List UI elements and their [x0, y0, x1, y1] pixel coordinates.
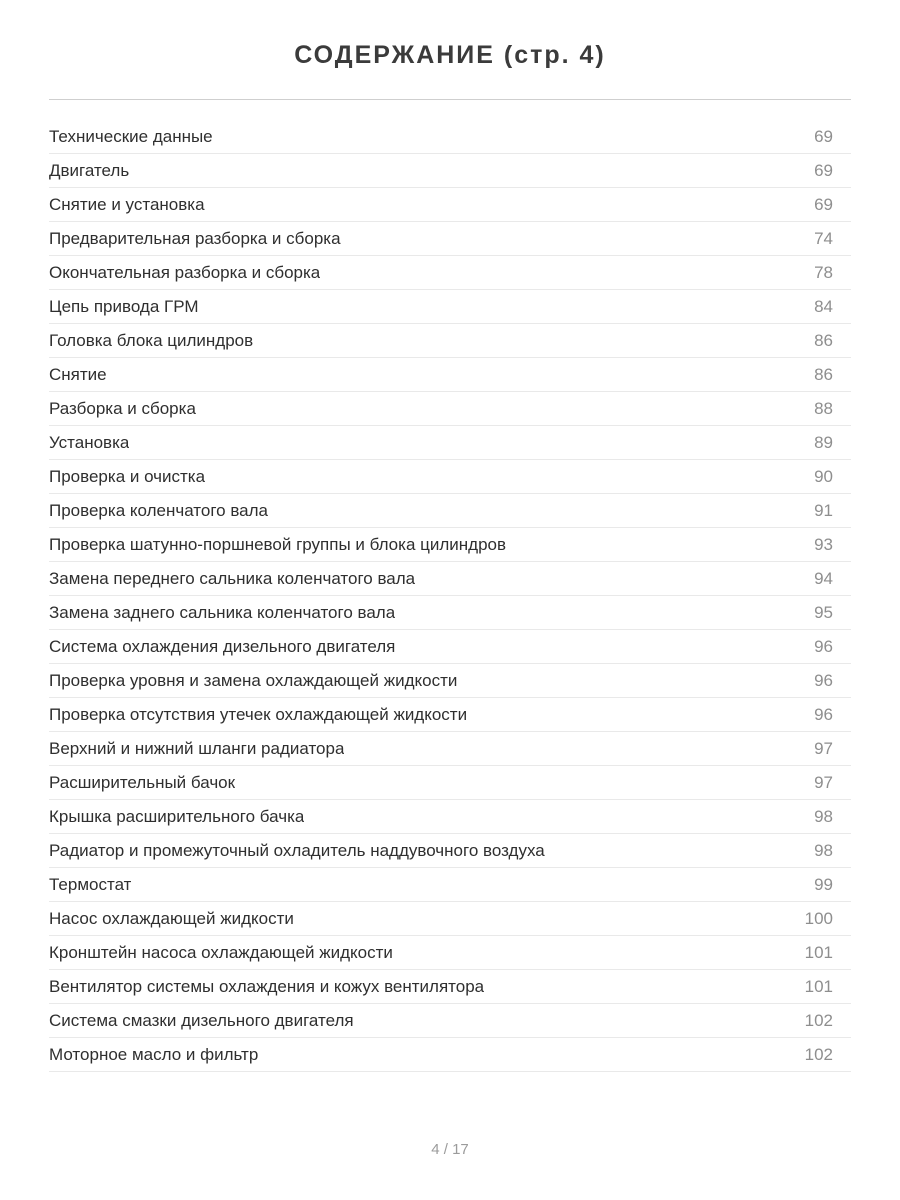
toc-entry-page: 88: [814, 398, 833, 418]
toc-entry-page: 97: [814, 772, 833, 792]
toc-entry-page: 96: [814, 704, 833, 724]
toc-row[interactable]: Разборка и сборка 88: [49, 392, 851, 426]
toc-row[interactable]: Вентилятор системы охлаждения и кожух ве…: [49, 970, 851, 1004]
toc-entry-page: 90: [814, 466, 833, 486]
toc-row[interactable]: Замена заднего сальника коленчатого вала…: [49, 596, 851, 630]
toc-list: Технические данные 69 Двигатель 69 Сняти…: [49, 120, 851, 1072]
toc-entry-label: Снятие и установка: [49, 194, 205, 214]
toc-entry-label: Радиатор и промежуточный охладитель надд…: [49, 840, 545, 860]
toc-entry-page: 96: [814, 670, 833, 690]
toc-row[interactable]: Проверка отсутствия утечек охлаждающей ж…: [49, 698, 851, 732]
toc-entry-page: 86: [814, 330, 833, 350]
toc-row[interactable]: Окончательная разборка и сборка 78: [49, 256, 851, 290]
toc-entry-page: 91: [814, 500, 833, 520]
toc-entry-label: Кронштейн насоса охлаждающей жидкости: [49, 942, 393, 962]
toc-row[interactable]: Замена переднего сальника коленчатого ва…: [49, 562, 851, 596]
toc-entry-page: 102: [804, 1044, 833, 1064]
toc-entry-page: 69: [814, 160, 833, 180]
toc-entry-label: Установка: [49, 432, 130, 452]
toc-entry-label: Предварительная разборка и сборка: [49, 228, 341, 248]
toc-row[interactable]: Проверка уровня и замена охлаждающей жид…: [49, 664, 851, 698]
toc-entry-label: Проверка шатунно-поршневой группы и блок…: [49, 534, 507, 554]
toc-entry-page: 98: [814, 806, 833, 826]
toc-entry-page: 74: [814, 228, 833, 248]
toc-entry-label: Цепь привода ГРМ: [49, 296, 199, 316]
toc-entry-label: Моторное масло и фильтр: [49, 1044, 259, 1064]
toc-row[interactable]: Проверка шатунно-поршневой группы и блок…: [49, 528, 851, 562]
toc-entry-page: 86: [814, 364, 833, 384]
toc-entry-label: Разборка и сборка: [49, 398, 196, 418]
toc-row[interactable]: Радиатор и промежуточный охладитель надд…: [49, 834, 851, 868]
toc-entry-page: 98: [814, 840, 833, 860]
toc-entry-label: Проверка коленчатого вала: [49, 500, 268, 520]
toc-entry-label: Верхний и нижний шланги радиатора: [49, 738, 345, 758]
toc-entry-page: 101: [804, 976, 833, 996]
toc-row[interactable]: Расширительный бачок 97: [49, 766, 851, 800]
toc-row[interactable]: Снятие 86: [49, 358, 851, 392]
toc-entry-label: Технические данные: [49, 126, 213, 146]
toc-entry-page: 84: [814, 296, 833, 316]
toc-row[interactable]: Двигатель 69: [49, 154, 851, 188]
toc-entry-label: Система охлаждения дизельного двигателя: [49, 636, 396, 656]
toc-entry-page: 69: [814, 194, 833, 214]
toc-entry-page: 100: [804, 908, 833, 928]
toc-row[interactable]: Термостат 99: [49, 868, 851, 902]
toc-entry-label: Двигатель: [49, 160, 130, 180]
toc-entry-page: 99: [814, 874, 833, 894]
toc-entry-label: Замена заднего сальника коленчатого вала: [49, 602, 396, 622]
toc-entry-page: 95: [814, 602, 833, 622]
toc-row[interactable]: Технические данные 69: [49, 120, 851, 154]
toc-entry-page: 94: [814, 568, 833, 588]
toc-entry-label: Замена переднего сальника коленчатого ва…: [49, 568, 416, 588]
title-divider: [49, 99, 851, 100]
page-content: СОДЕРЖАНИЕ (стр. 4) Технические данные 6…: [49, 41, 851, 1072]
toc-entry-label: Окончательная разборка и сборка: [49, 262, 321, 282]
toc-entry-label: Снятие: [49, 364, 107, 384]
toc-entry-page: 89: [814, 432, 833, 452]
toc-row[interactable]: Моторное масло и фильтр 102: [49, 1038, 851, 1072]
toc-entry-label: Головка блока цилиндров: [49, 330, 254, 350]
toc-row[interactable]: Головка блока цилиндров 86: [49, 324, 851, 358]
toc-row[interactable]: Крышка расширительного бачка 98: [49, 800, 851, 834]
toc-row[interactable]: Система охлаждения дизельного двигателя …: [49, 630, 851, 664]
toc-entry-page: 101: [804, 942, 833, 962]
toc-row[interactable]: Проверка коленчатого вала 91: [49, 494, 851, 528]
toc-row[interactable]: Снятие и установка 69: [49, 188, 851, 222]
toc-entry-label: Термостат: [49, 874, 132, 894]
toc-row[interactable]: Кронштейн насоса охлаждающей жидкости 10…: [49, 936, 851, 970]
toc-entry-page: 69: [814, 126, 833, 146]
page-number-indicator: 4 / 17: [431, 1141, 469, 1158]
toc-row[interactable]: Система смазки дизельного двигателя 102: [49, 1004, 851, 1038]
toc-row[interactable]: Установка 89: [49, 426, 851, 460]
toc-entry-label: Вентилятор системы охлаждения и кожух ве…: [49, 976, 485, 996]
toc-row[interactable]: Цепь привода ГРМ 84: [49, 290, 851, 324]
toc-entry-label: Проверка отсутствия утечек охлаждающей ж…: [49, 704, 468, 724]
toc-entry-page: 102: [804, 1010, 833, 1030]
toc-row[interactable]: Проверка и очистка 90: [49, 460, 851, 494]
toc-entry-label: Система смазки дизельного двигателя: [49, 1010, 354, 1030]
toc-entry-page: 96: [814, 636, 833, 656]
toc-entry-label: Расширительный бачок: [49, 772, 236, 792]
toc-row[interactable]: Предварительная разборка и сборка 74: [49, 222, 851, 256]
toc-row[interactable]: Верхний и нижний шланги радиатора 97: [49, 732, 851, 766]
toc-entry-page: 97: [814, 738, 833, 758]
page-title: СОДЕРЖАНИЕ (стр. 4): [294, 41, 606, 69]
toc-entry-page: 78: [814, 262, 833, 282]
toc-entry-label: Насос охлаждающей жидкости: [49, 908, 294, 928]
toc-entry-label: Проверка и очистка: [49, 466, 206, 486]
toc-entry-label: Проверка уровня и замена охлаждающей жид…: [49, 670, 458, 690]
toc-row[interactable]: Насос охлаждающей жидкости 100: [49, 902, 851, 936]
toc-entry-page: 93: [814, 534, 833, 554]
toc-entry-label: Крышка расширительного бачка: [49, 806, 305, 826]
